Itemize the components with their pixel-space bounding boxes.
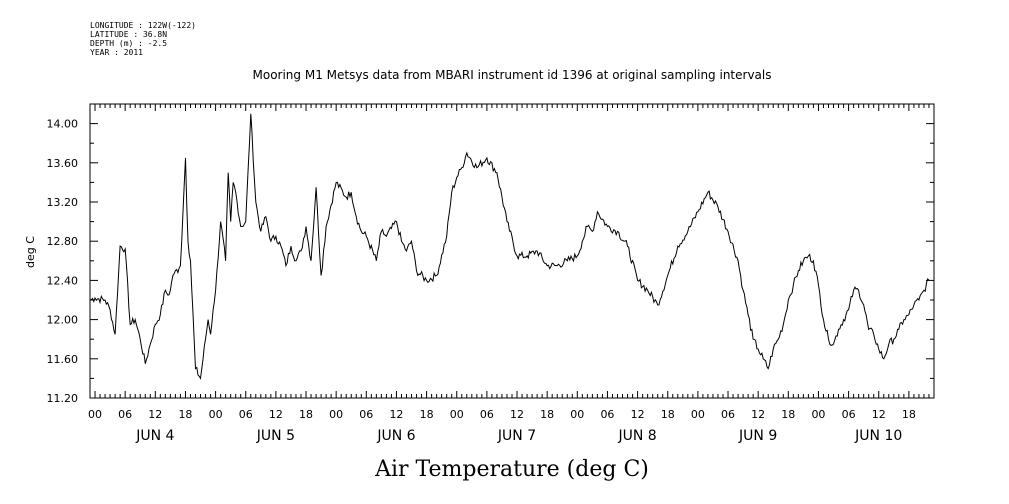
x-hour-label: 18 — [902, 408, 916, 421]
year-label: YEAR : 2011 — [90, 48, 143, 57]
x-hour-label: 00 — [691, 408, 705, 421]
x-hour-label: 12 — [389, 408, 403, 421]
x-day-label: JUN 5 — [256, 428, 295, 444]
station-metadata: LONGITUDE : 122W(-122) LATITUDE : 36.8N … — [90, 21, 196, 57]
latitude-label: LATITUDE : 36.8N — [90, 30, 168, 39]
y-tick-label: 13.20 — [47, 196, 79, 209]
y-tick-label: 12.40 — [47, 274, 79, 287]
x-hour-label: 06 — [600, 408, 614, 421]
x-hour-label: 00 — [329, 408, 343, 421]
x-day-labels: JUN 4 JUN 5 JUN 6 JUN 7 JUN 8 JUN 9 JUN 10 — [135, 428, 902, 444]
x-hour-label: 18 — [540, 408, 554, 421]
chart-title: Mooring M1 Metsys data from MBARI instru… — [253, 68, 772, 82]
x-hour-label: 18 — [299, 408, 313, 421]
y-tick-label: 14.00 — [47, 118, 79, 131]
y-tick-labels: 11.20 11.60 12.00 12.40 12.80 13.20 13.60 14.00 — [47, 118, 79, 405]
x-hour-label: 12 — [269, 408, 283, 421]
x-hour-label: 12 — [631, 408, 645, 421]
x-hour-label: 12 — [148, 408, 162, 421]
x-hour-label: 06 — [118, 408, 132, 421]
y-axis-label: deg C — [24, 236, 37, 268]
longitude-label: LONGITUDE : 122W(-122) — [90, 21, 196, 30]
x-hour-label: 00 — [209, 408, 223, 421]
x-hour-label: 18 — [178, 408, 192, 421]
y-tick-label: 12.80 — [47, 235, 79, 248]
x-day-label: JUN 10 — [854, 428, 902, 444]
x-hour-label: 00 — [811, 408, 825, 421]
axis-ticks — [89, 103, 935, 399]
x-day-label: JUN 4 — [135, 428, 174, 444]
x-hour-label: 00 — [88, 408, 102, 421]
x-day-label: JUN 7 — [497, 428, 536, 444]
x-hour-label: 06 — [239, 408, 253, 421]
y-tick-label: 11.60 — [47, 353, 79, 366]
y-tick-label: 12.00 — [47, 314, 79, 327]
x-day-label: JUN 9 — [738, 428, 777, 444]
x-hour-label: 00 — [450, 408, 464, 421]
plot-frame — [89, 103, 935, 399]
x-day-label: JUN 8 — [617, 428, 656, 444]
y-tick-label: 11.20 — [47, 392, 79, 405]
temperature-series-line — [89, 113, 930, 380]
x-hour-label: 12 — [510, 408, 524, 421]
x-hour-label: 12 — [872, 408, 886, 421]
depth-label: DEPTH (m) : -2.5 — [90, 39, 168, 48]
x-day-label: JUN 6 — [376, 428, 415, 444]
x-hour-labels: 00 06 12 18 00 06 12 18 00 06 12 18 00 06 12 18 00 06 12 18… — [88, 408, 916, 421]
x-axis-label: Air Temperature (deg C) — [374, 457, 649, 482]
x-hour-label: 18 — [661, 408, 675, 421]
y-tick-label: 13.60 — [47, 157, 79, 170]
x-hour-label: 06 — [721, 408, 735, 421]
x-hour-label: 06 — [359, 408, 373, 421]
x-hour-label: 18 — [781, 408, 795, 421]
x-hour-label: 18 — [420, 408, 434, 421]
x-hour-label: 12 — [751, 408, 765, 421]
x-hour-label: 00 — [570, 408, 584, 421]
x-hour-label: 06 — [842, 408, 856, 421]
x-hour-label: 06 — [480, 408, 494, 421]
